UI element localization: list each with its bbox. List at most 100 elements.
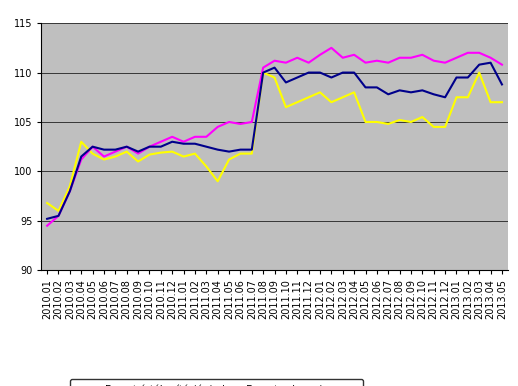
- Belföldi értékesítésiár-index - Domestic sales prices: [363, 60, 369, 65]
- Termelőár-index - Producer prices: [203, 144, 209, 149]
- Termelőár-index - Producer prices: [55, 213, 62, 218]
- Termelőár-index - Producer prices: [67, 189, 73, 193]
- Belföldi értékesítésiár-index - Domestic sales prices: [408, 56, 414, 60]
- Export értékesítésiár-index - Export sales prices: [499, 100, 505, 105]
- Termelőár-index - Producer prices: [90, 144, 96, 149]
- Termelőár-index - Producer prices: [260, 70, 266, 75]
- Export értékesítésiár-index - Export sales prices: [385, 122, 392, 126]
- Termelőár-index - Producer prices: [385, 92, 392, 96]
- Export értékesítésiár-index - Export sales prices: [44, 201, 50, 205]
- Belföldi értékesítésiár-index - Domestic sales prices: [340, 56, 346, 60]
- Termelőár-index - Producer prices: [340, 70, 346, 75]
- Export értékesítésiár-index - Export sales prices: [78, 139, 84, 144]
- Termelőár-index - Producer prices: [271, 65, 278, 70]
- Export értékesítésiár-index - Export sales prices: [476, 70, 482, 75]
- Belföldi értékesítésiár-index - Domestic sales prices: [306, 60, 312, 65]
- Export értékesítésiár-index - Export sales prices: [157, 150, 164, 155]
- Termelőár-index - Producer prices: [294, 75, 300, 80]
- Belföldi értékesítésiár-index - Domestic sales prices: [135, 151, 141, 156]
- Export értékesítésiár-index - Export sales prices: [226, 157, 232, 162]
- Termelőár-index - Producer prices: [169, 139, 175, 144]
- Export értékesítésiár-index - Export sales prices: [351, 90, 357, 95]
- Belföldi értékesítésiár-index - Domestic sales prices: [442, 60, 448, 65]
- Termelőár-index - Producer prices: [453, 75, 459, 80]
- Termelőár-index - Producer prices: [101, 147, 107, 152]
- Termelőár-index - Producer prices: [430, 92, 437, 96]
- Line: Belföldi értékesítésiár-index - Domestic sales prices: Belföldi értékesítésiár-index - Domestic…: [47, 48, 502, 226]
- Termelőár-index - Producer prices: [476, 63, 482, 67]
- Export értékesítésiár-index - Export sales prices: [67, 184, 73, 188]
- Termelőár-index - Producer prices: [180, 141, 186, 146]
- Termelőár-index - Producer prices: [317, 70, 323, 75]
- Export értékesítésiár-index - Export sales prices: [442, 125, 448, 129]
- Termelőár-index - Producer prices: [283, 80, 289, 85]
- Belföldi értékesítésiár-index - Domestic sales prices: [283, 60, 289, 65]
- Export értékesítésiár-index - Export sales prices: [294, 100, 300, 105]
- Export értékesítésiár-index - Export sales prices: [317, 90, 323, 95]
- Termelőár-index - Producer prices: [499, 82, 505, 87]
- Belföldi értékesítésiár-index - Domestic sales prices: [465, 51, 471, 55]
- Export értékesítésiár-index - Export sales prices: [249, 151, 255, 156]
- Export értékesítésiár-index - Export sales prices: [124, 149, 130, 154]
- Export értékesítésiár-index - Export sales prices: [396, 118, 402, 122]
- Termelőár-index - Producer prices: [192, 141, 198, 146]
- Belföldi értékesítésiár-index - Domestic sales prices: [112, 149, 119, 154]
- Export értékesítésiár-index - Export sales prices: [487, 100, 494, 105]
- Export értékesítésiár-index - Export sales prices: [306, 95, 312, 100]
- Termelőár-index - Producer prices: [465, 75, 471, 80]
- Belföldi értékesítésiár-index - Domestic sales prices: [351, 52, 357, 57]
- Export értékesítésiár-index - Export sales prices: [283, 105, 289, 110]
- Belföldi értékesítésiár-index - Domestic sales prices: [476, 51, 482, 55]
- Belföldi értékesítésiár-index - Domestic sales prices: [385, 60, 392, 65]
- Belföldi értékesítésiár-index - Domestic sales prices: [101, 154, 107, 159]
- Line: Export értékesítésiár-index - Export sales prices: Export értékesítésiár-index - Export sal…: [47, 73, 502, 211]
- Belföldi értékesítésiár-index - Domestic sales prices: [271, 58, 278, 63]
- Belföldi értékesítésiár-index - Domestic sales prices: [499, 63, 505, 67]
- Termelőár-index - Producer prices: [226, 149, 232, 154]
- Export értékesítésiár-index - Export sales prices: [112, 154, 119, 159]
- Export értékesítésiár-index - Export sales prices: [147, 152, 153, 157]
- Termelőár-index - Producer prices: [112, 147, 119, 152]
- Termelőár-index - Producer prices: [351, 70, 357, 75]
- Belföldi értékesítésiár-index - Domestic sales prices: [203, 134, 209, 139]
- Belföldi értékesítésiár-index - Domestic sales prices: [180, 139, 186, 144]
- Termelőár-index - Producer prices: [249, 147, 255, 152]
- Export értékesítésiár-index - Export sales prices: [55, 208, 62, 213]
- Export értékesítésiár-index - Export sales prices: [419, 115, 425, 119]
- Export értékesítésiár-index - Export sales prices: [430, 125, 437, 129]
- Belföldi értékesítésiár-index - Domestic sales prices: [396, 56, 402, 60]
- Export értékesítésiár-index - Export sales prices: [180, 154, 186, 159]
- Termelőár-index - Producer prices: [157, 144, 164, 149]
- Termelőár-index - Producer prices: [396, 88, 402, 93]
- Belföldi értékesítésiár-index - Domestic sales prices: [453, 56, 459, 60]
- Termelőár-index - Producer prices: [78, 154, 84, 159]
- Belföldi értékesítésiár-index - Domestic sales prices: [55, 213, 62, 218]
- Export értékesítésiár-index - Export sales prices: [374, 120, 380, 124]
- Termelőár-index - Producer prices: [442, 95, 448, 100]
- Export értékesítésiár-index - Export sales prices: [271, 75, 278, 80]
- Line: Termelőár-index - Producer prices: Termelőár-index - Producer prices: [47, 63, 502, 219]
- Belföldi értékesítésiár-index - Domestic sales prices: [374, 58, 380, 63]
- Belföldi értékesítésiár-index - Domestic sales prices: [90, 144, 96, 149]
- Termelőár-index - Producer prices: [328, 75, 335, 80]
- Termelőár-index - Producer prices: [135, 149, 141, 154]
- Termelőár-index - Producer prices: [408, 90, 414, 95]
- Belföldi értékesítésiár-index - Domestic sales prices: [487, 56, 494, 60]
- Belföldi értékesítésiár-index - Domestic sales prices: [169, 134, 175, 139]
- Termelőár-index - Producer prices: [363, 85, 369, 90]
- Export értékesítésiár-index - Export sales prices: [408, 120, 414, 124]
- Belföldi értékesítésiár-index - Domestic sales prices: [260, 65, 266, 70]
- Belföldi értékesítésiár-index - Domestic sales prices: [419, 52, 425, 57]
- Termelőár-index - Producer prices: [306, 70, 312, 75]
- Export értékesítésiár-index - Export sales prices: [237, 151, 243, 156]
- Termelőár-index - Producer prices: [147, 144, 153, 149]
- Belföldi értékesítésiár-index - Domestic sales prices: [237, 122, 243, 126]
- Belföldi értékesítésiár-index - Domestic sales prices: [328, 46, 335, 50]
- Belföldi értékesítésiár-index - Domestic sales prices: [78, 157, 84, 162]
- Export értékesítésiár-index - Export sales prices: [260, 70, 266, 75]
- Termelőár-index - Producer prices: [487, 60, 494, 65]
- Export értékesítésiár-index - Export sales prices: [192, 151, 198, 156]
- Export értékesítésiár-index - Export sales prices: [340, 95, 346, 100]
- Export értékesítésiár-index - Export sales prices: [135, 159, 141, 164]
- Export értékesítésiár-index - Export sales prices: [203, 164, 209, 169]
